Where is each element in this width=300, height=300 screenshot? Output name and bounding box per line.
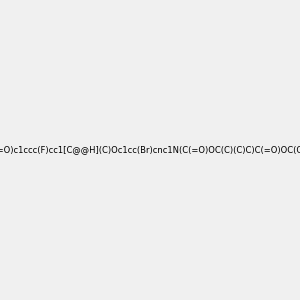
Text: COC(=O)c1ccc(F)cc1[C@@H](C)Oc1cc(Br)cnc1N(C(=O)OC(C)(C)C)C(=O)OC(C)(C)C: COC(=O)c1ccc(F)cc1[C@@H](C)Oc1cc(Br)cnc1… [0,146,300,154]
